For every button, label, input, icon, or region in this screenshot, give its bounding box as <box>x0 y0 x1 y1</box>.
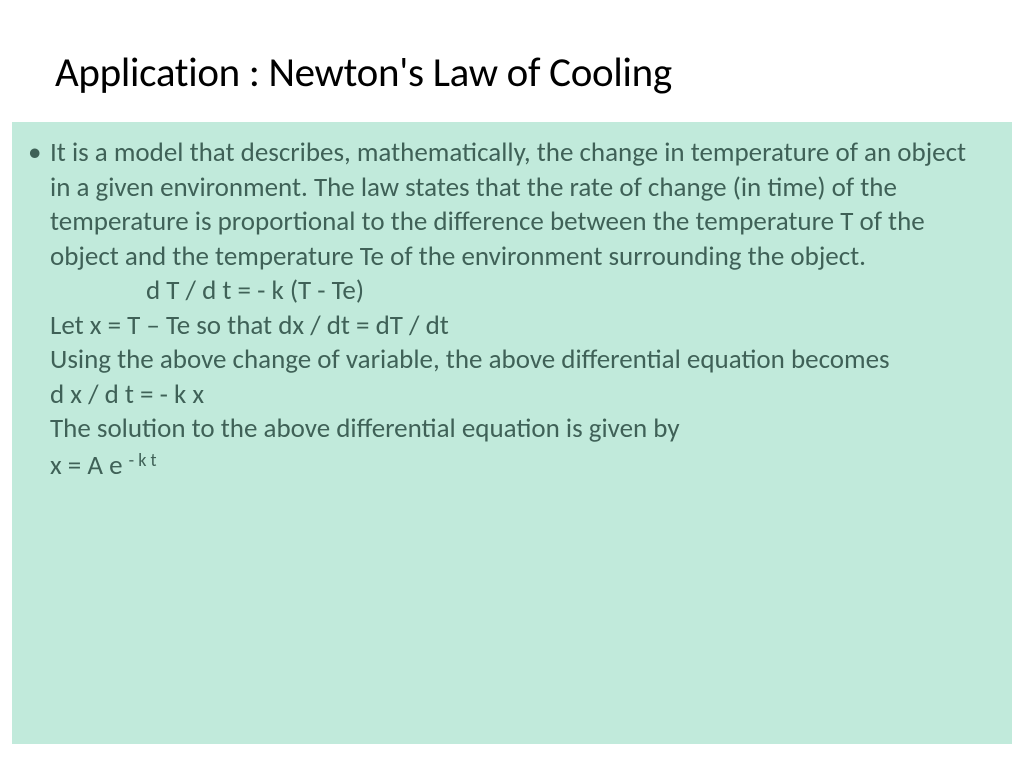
equation-2: d x / d t = - k x <box>50 378 992 413</box>
equation-1: d T / d t = - k (T - Te) <box>50 274 992 309</box>
slide-container: Application : Newton's Law of Cooling It… <box>0 0 1024 768</box>
paragraph-solution: The solution to the above differential e… <box>50 412 992 447</box>
paragraph-substitution: Let x = T – Te so that dx / dt = dT / dt <box>50 309 992 344</box>
title-area: Application : Newton's Law of Cooling <box>55 48 994 98</box>
bullet-item: It is a model that describes, mathematic… <box>50 136 992 483</box>
bullet-list: It is a model that describes, mathematic… <box>50 136 992 483</box>
equation-3-base: x = A e <box>50 449 129 482</box>
paragraph-intro: It is a model that describes, mathematic… <box>50 136 992 274</box>
equation-3-exponent: - k t <box>129 449 157 471</box>
equation-3: x = A e - k t <box>50 447 992 484</box>
slide-title: Application : Newton's Law of Cooling <box>55 48 994 98</box>
paragraph-change-of-variable: Using the above change of variable, the … <box>50 343 992 378</box>
content-box: It is a model that describes, mathematic… <box>12 122 1012 744</box>
